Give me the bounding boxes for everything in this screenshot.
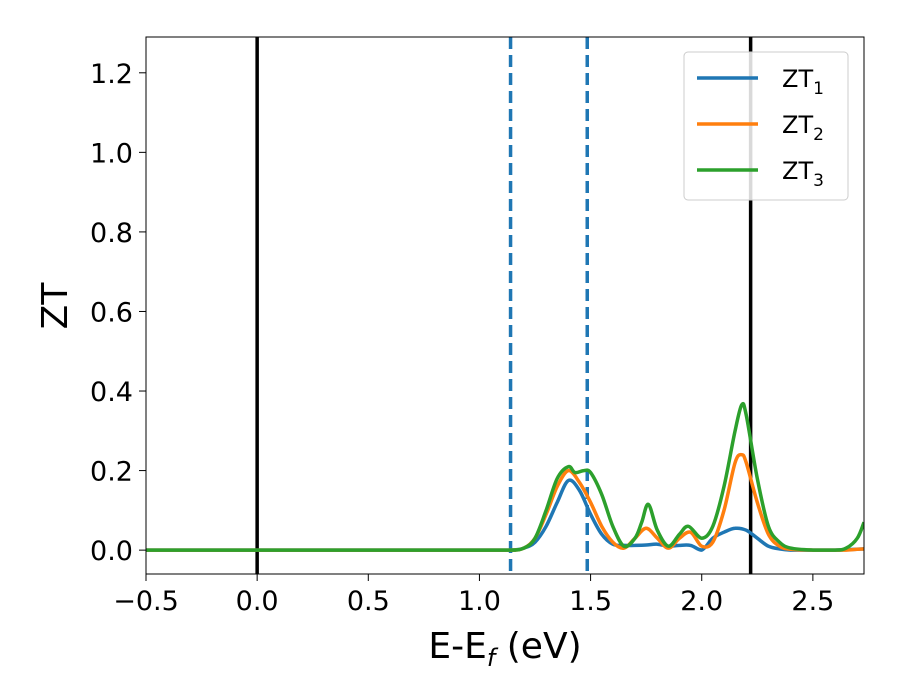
x-tick-label: 2.0 — [680, 586, 723, 617]
x-tick-label: 0.0 — [236, 586, 279, 617]
legend-label-zt1: ZT1 — [782, 65, 824, 99]
y-tick-label: 0.6 — [90, 297, 133, 328]
series-line-zt3 — [146, 401, 864, 552]
x-axis-label-main: E-E — [428, 626, 486, 667]
y-axis-label: ZT — [35, 282, 76, 330]
y-tick-label: 0.2 — [90, 457, 133, 488]
x-tick-label: −0.5 — [113, 586, 179, 617]
legend-items: ZT1 ZT2 ZT3 — [697, 65, 824, 191]
y-axis-ticks: 0.0 0.2 0.4 0.6 0.8 1.0 1.2 — [90, 59, 146, 567]
y-tick-label: 0.0 — [90, 536, 133, 567]
plot-axes — [145, 36, 865, 575]
x-axis-label-rest: (eV) — [495, 626, 581, 667]
plot-frame — [145, 36, 865, 575]
y-tick-label: 1.0 — [90, 138, 133, 169]
legend-label-zt2: ZT2 — [782, 111, 824, 145]
y-tick-label: 0.4 — [90, 377, 133, 408]
y-tick-label: 0.8 — [90, 218, 133, 249]
series-lines — [146, 401, 864, 552]
vertical-reference-lines — [255, 37, 753, 574]
legend-box — [683, 51, 849, 201]
legend: ZT1 ZT2 ZT3 — [683, 51, 849, 201]
x-axis-ticks: −0.5 0.0 0.5 1.0 1.5 2.0 2.5 — [113, 574, 834, 617]
x-tick-label: 2.5 — [791, 586, 834, 617]
x-axis-label: E-Ef (eV) — [428, 626, 581, 672]
x-tick-label: 1.5 — [569, 586, 612, 617]
legend-label-zt3: ZT3 — [782, 157, 824, 191]
y-tick-label: 1.2 — [90, 59, 133, 90]
x-tick-label: 1.0 — [458, 586, 501, 617]
x-tick-label: 0.5 — [347, 586, 390, 617]
series-line-zt1 — [146, 478, 864, 552]
